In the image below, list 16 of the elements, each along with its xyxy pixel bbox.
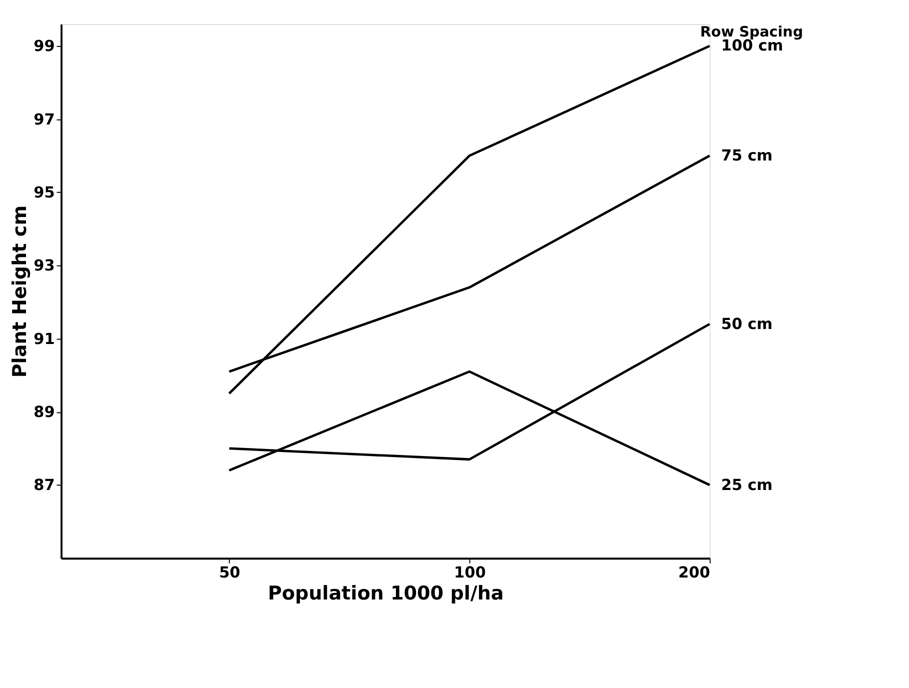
y-tick-label: 91	[34, 330, 55, 348]
y-tick-label: 99	[34, 37, 55, 56]
series-label: 75 cm	[721, 146, 773, 164]
y-axis-title: Plant Height cm	[8, 205, 31, 378]
series-label: 50 cm	[721, 314, 773, 333]
y-tick-label: 95	[34, 184, 55, 202]
x-axis-title: Population 1000 pl/ha	[268, 582, 504, 605]
legend-title: Row Spacing	[700, 24, 804, 40]
y-tick-label: 87	[34, 476, 55, 494]
y-tick-label: 89	[34, 403, 55, 422]
x-tick-label: 200	[678, 564, 710, 582]
x-tick-label: 50	[219, 564, 240, 582]
x-tick-label: 100	[454, 564, 486, 582]
y-tick-label: 93	[34, 256, 55, 275]
series-label: 25 cm	[721, 476, 773, 494]
y-tick-label: 97	[34, 110, 55, 128]
